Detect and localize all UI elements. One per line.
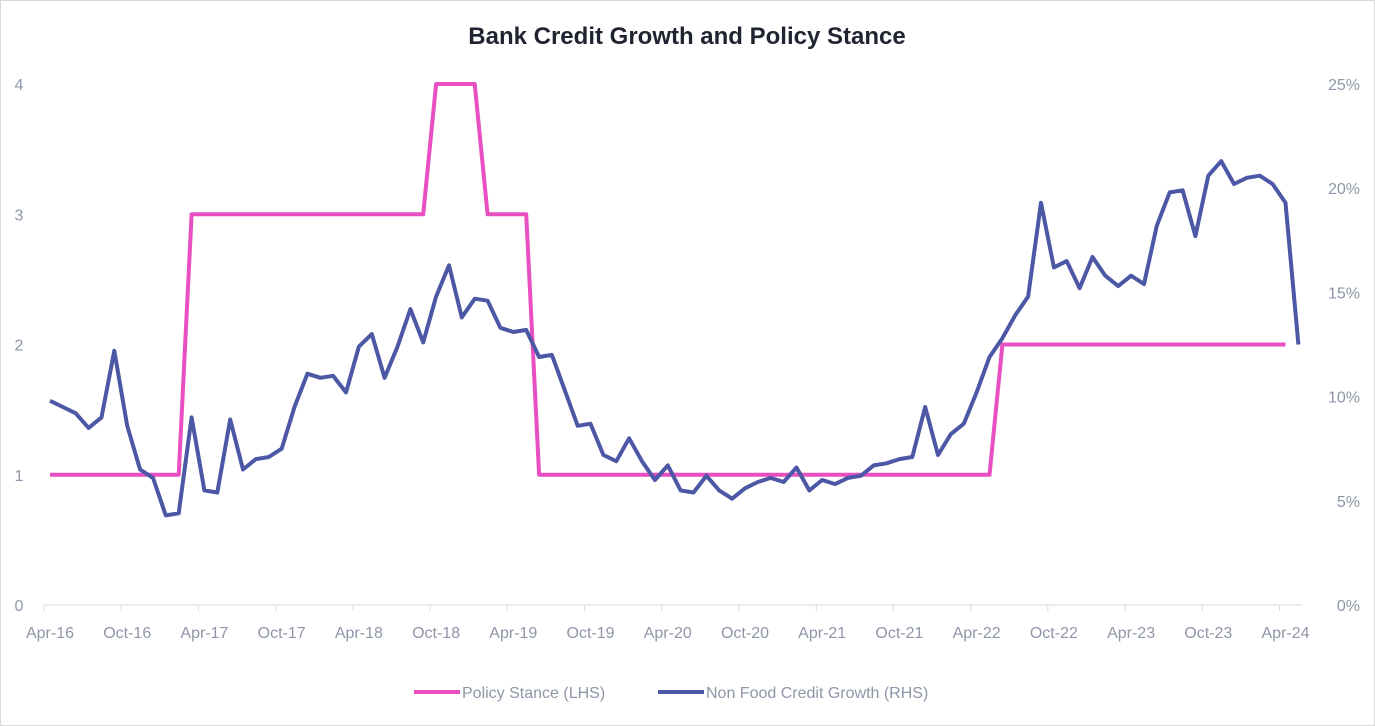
x-tick-label: Apr-20 — [644, 625, 692, 642]
x-tick-label: Oct-19 — [567, 625, 615, 642]
x-tick-label: Apr-19 — [489, 625, 537, 642]
x-tick-label: Oct-17 — [258, 625, 306, 642]
legend: Policy Stance (LHS) Non Food Credit Growt… — [414, 685, 928, 702]
left-tick-label: 1 — [15, 468, 24, 485]
x-tick-label: Apr-24 — [1262, 625, 1310, 642]
x-tick-label: Oct-22 — [1030, 625, 1078, 642]
policy-stance-line — [50, 82, 1286, 477]
left-tick-label: 4 — [15, 77, 24, 94]
credit-growth-line — [49, 159, 1301, 518]
chart-title: Bank Credit Growth and Policy Stance — [468, 23, 905, 50]
x-tick-label: Apr-17 — [180, 625, 228, 642]
x-tick-label: Oct-16 — [103, 625, 151, 642]
series-layer — [49, 82, 1301, 518]
x-tick-label: Apr-18 — [335, 625, 383, 642]
left-tick-label: 2 — [15, 338, 24, 355]
right-tick-label: 25% — [1328, 77, 1360, 94]
left-axis-tick-labels: 0 1 2 3 4 — [15, 77, 24, 615]
x-tick-label: Oct-21 — [875, 625, 923, 642]
right-tick-label: 5% — [1337, 494, 1360, 511]
right-tick-label: 20% — [1328, 181, 1360, 198]
x-axis-ticks: Apr-16 Oct-16 Apr-17 Oct-17 Apr-18 Oct-18 Apr-… — [26, 605, 1310, 642]
legend-label: Policy Stance (LHS) — [462, 685, 605, 702]
x-tick-label: Apr-16 — [26, 625, 74, 642]
right-axis-tick-labels: 0% 5% 10% 15% 20% 25% — [1328, 77, 1360, 615]
right-tick-label: 10% — [1328, 390, 1360, 407]
x-tick-label: Apr-23 — [1107, 625, 1155, 642]
x-tick-label: Oct-20 — [721, 625, 769, 642]
legend-label: Non Food Credit Growth (RHS) — [706, 685, 928, 702]
left-tick-label: 0 — [15, 598, 24, 615]
x-tick-label: Apr-21 — [798, 625, 846, 642]
x-tick-label: Oct-18 — [412, 625, 460, 642]
right-tick-label: 0% — [1337, 598, 1360, 615]
x-tick-label: Apr-22 — [953, 625, 1001, 642]
x-tick-label: Oct-23 — [1184, 625, 1232, 642]
right-tick-label: 15% — [1328, 285, 1360, 302]
left-tick-label: 3 — [15, 207, 24, 224]
